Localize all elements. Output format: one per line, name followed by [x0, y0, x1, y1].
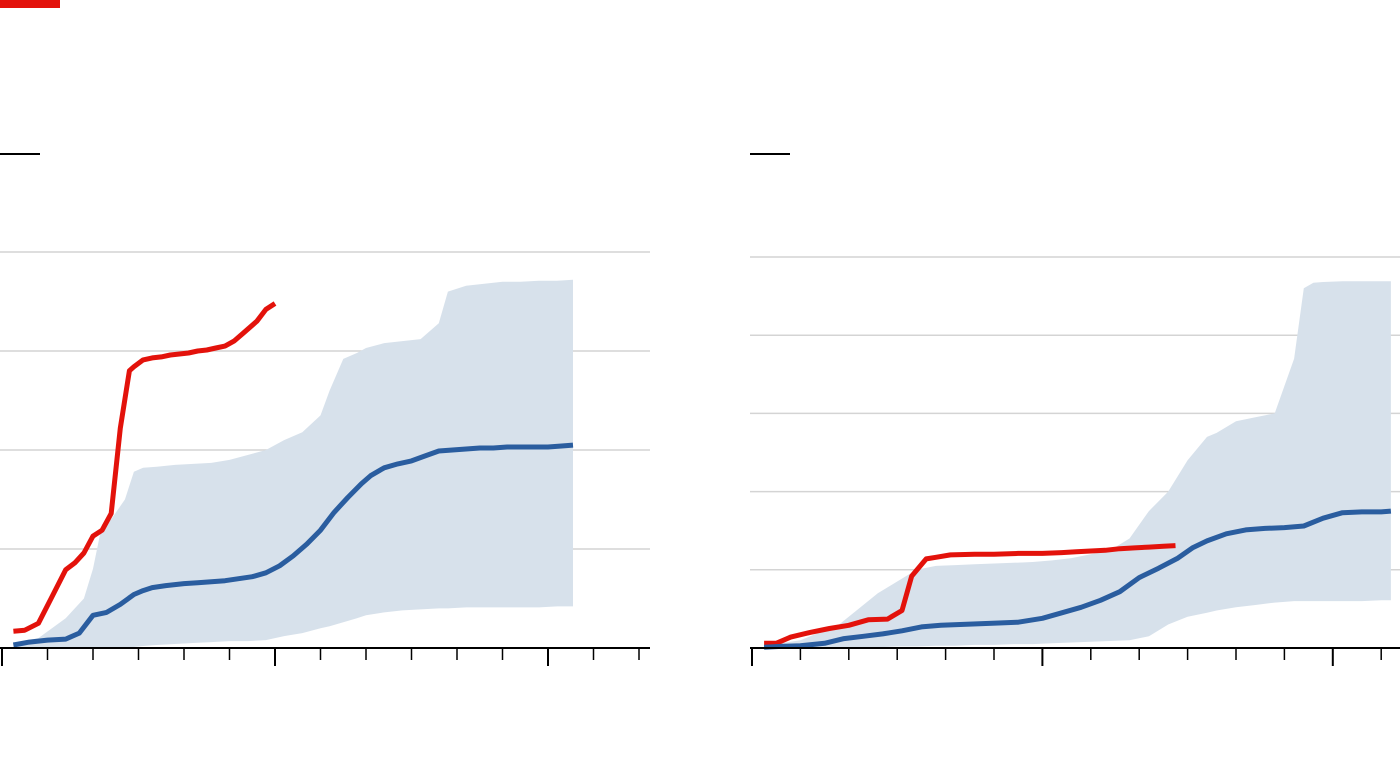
left-range-band [13, 279, 573, 648]
brand-accent-bar [0, 0, 60, 8]
left-average-line [12, 442, 574, 648]
right-range-band [764, 281, 1391, 648]
right-average-line [763, 508, 1392, 650]
right-current-line [764, 543, 1176, 646]
left-panel-title-rule [0, 153, 40, 155]
right-panel-title-rule [750, 153, 790, 155]
left-current-line [13, 301, 277, 634]
